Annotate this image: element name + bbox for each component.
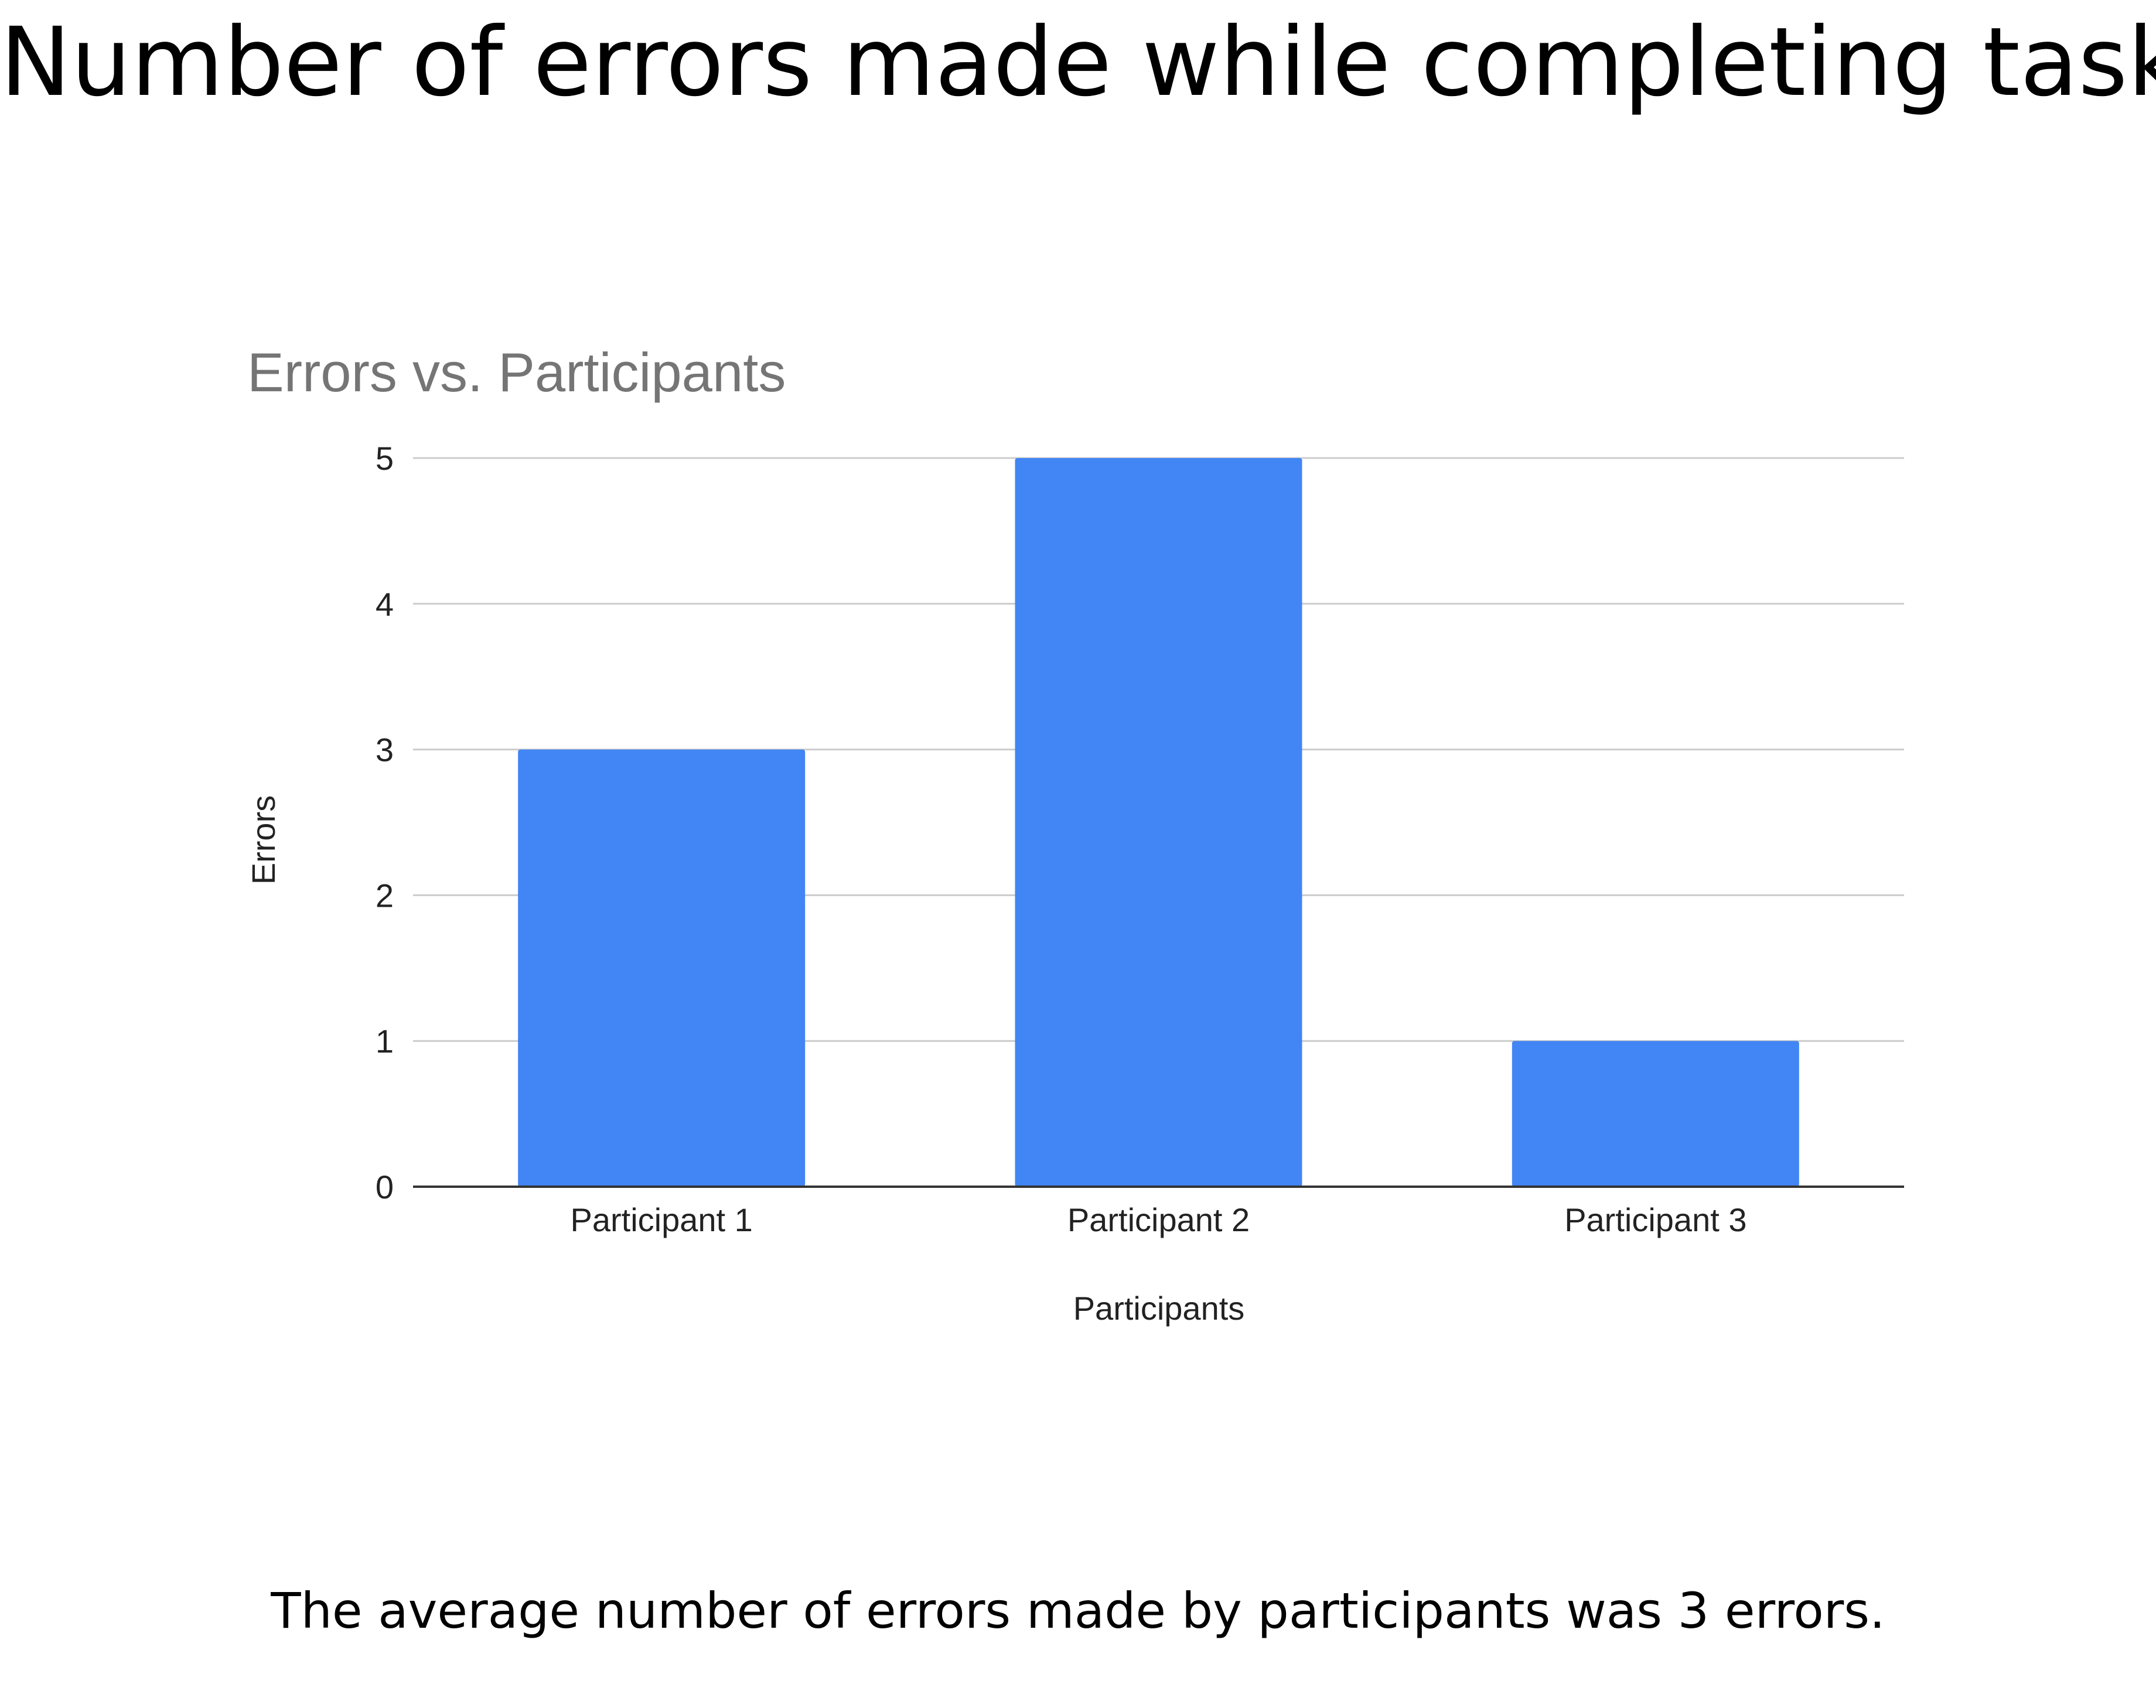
y-tick-labels: 0 1 2 3 4 5 [376, 440, 394, 1205]
y-axis-title: Errors [245, 795, 282, 884]
bars [518, 458, 1799, 1187]
x-tick-labels: Participant 1 Participant 2 Participant 3 [571, 1201, 1747, 1238]
slide-title: Number of errors made while completing t… [0, 8, 2156, 118]
x-tick-label: Participant 3 [1564, 1201, 1746, 1238]
x-tick-label: Participant 2 [1067, 1201, 1250, 1238]
bar-1 [518, 749, 806, 1187]
bar-3 [1512, 1041, 1799, 1187]
y-tick-label: 5 [376, 440, 394, 477]
chart-title: Errors vs. Participants [247, 341, 786, 403]
y-tick-label: 0 [376, 1169, 394, 1205]
x-tick-label: Participant 1 [571, 1201, 753, 1238]
caption: The average number of errors made by par… [271, 1582, 1885, 1639]
y-tick-label: 4 [376, 586, 394, 623]
x-axis-title: Participants [1073, 1290, 1245, 1327]
y-tick-label: 2 [376, 877, 394, 914]
y-tick-label: 1 [376, 1023, 394, 1060]
y-tick-label: 3 [376, 732, 394, 768]
bar-2 [1015, 458, 1302, 1187]
